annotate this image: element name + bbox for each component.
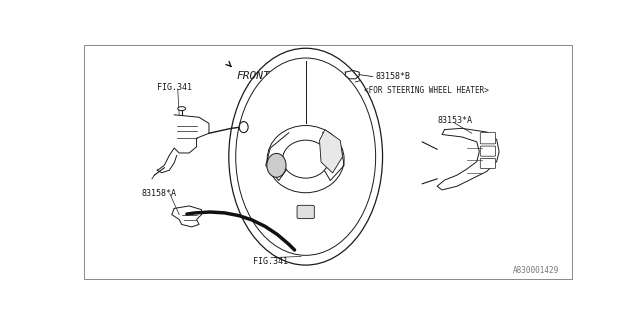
FancyBboxPatch shape: [297, 205, 314, 219]
Text: 83153*A: 83153*A: [437, 116, 472, 125]
Text: FIG.341: FIG.341: [253, 257, 289, 266]
Ellipse shape: [229, 48, 383, 265]
Text: FIG.341: FIG.341: [157, 83, 192, 92]
Ellipse shape: [268, 125, 344, 193]
Polygon shape: [319, 130, 342, 173]
Ellipse shape: [267, 153, 286, 177]
Text: A830001429: A830001429: [513, 267, 559, 276]
Circle shape: [178, 107, 186, 111]
Text: <FOR STEERING WHEEL HEATER>: <FOR STEERING WHEEL HEATER>: [364, 86, 488, 95]
Ellipse shape: [236, 58, 376, 255]
Text: 83158*B: 83158*B: [375, 72, 410, 81]
Ellipse shape: [239, 122, 248, 133]
FancyBboxPatch shape: [480, 132, 495, 144]
Ellipse shape: [283, 140, 329, 178]
FancyBboxPatch shape: [480, 158, 495, 169]
FancyBboxPatch shape: [480, 146, 495, 156]
Text: FRONT: FRONT: [236, 71, 270, 81]
Text: 83158*A: 83158*A: [142, 189, 177, 198]
